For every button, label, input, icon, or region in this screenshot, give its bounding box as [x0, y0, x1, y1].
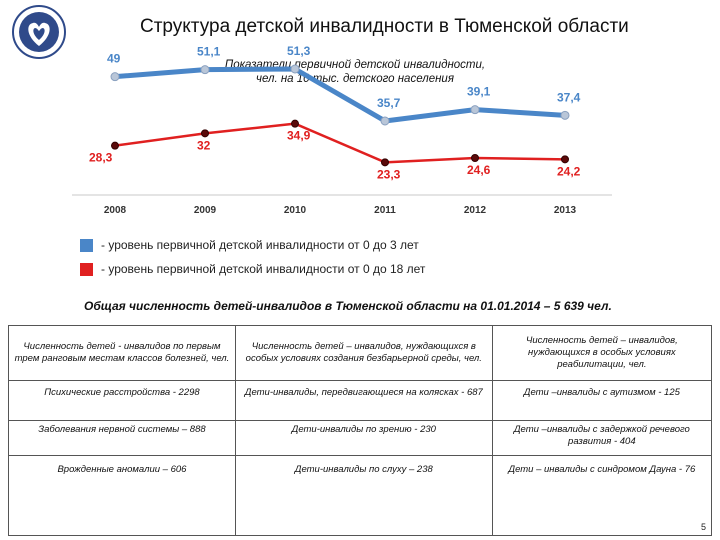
legend-label: - уровень первичной детской инвалидности… [101, 262, 426, 276]
organization-logo-icon [12, 5, 66, 59]
legend-swatch [80, 262, 93, 276]
table-header-cell: Численность детей – инвалидов, нуждающих… [234, 325, 493, 381]
data-label: 39,1 [467, 85, 491, 99]
legend-label: - уровень первичной детской инвалидности… [101, 238, 419, 252]
page-title: Структура детской инвалидности в Тюменск… [140, 16, 629, 37]
data-point [111, 141, 119, 150]
data-label: 49 [107, 52, 121, 66]
total-count-line: Общая численность детей-инвалидов в Тюме… [84, 299, 612, 313]
table-row: Врожденные аномалии – 606 Дети-инвалиды … [8, 455, 713, 536]
series-line [114, 122, 566, 164]
table-cell: Дети – инвалиды с синдромом Дауна - 76 [491, 455, 713, 536]
page-number: 5 [700, 522, 706, 532]
data-label: 35,7 [377, 96, 401, 110]
x-tick-label: 2011 [374, 205, 396, 216]
data-point [110, 72, 120, 82]
data-point [381, 158, 389, 167]
data-point [200, 65, 210, 75]
data-label: 24,6 [467, 163, 491, 177]
table-cell: Дети-инвалиды, передвигающиеся на коляск… [234, 380, 493, 421]
table-cell: Дети-инвалиды по слуху – 238 [234, 455, 493, 536]
table-cell: Дети-инвалиды по зрению - 230 [234, 420, 493, 456]
legend-item-series-2: - уровень первичной детской инвалидности… [80, 262, 425, 276]
table-cell: Психические расстройства - 2298 [8, 380, 236, 421]
table-cell: Дети –инвалиды с аутизмом - 125 [491, 380, 713, 421]
data-label: 32 [197, 138, 211, 152]
disability-table: Численность детей - инвалидов по первым … [8, 325, 713, 536]
x-tick-label: 2009 [194, 205, 217, 216]
table-cell: Врожденные аномалии – 606 [8, 455, 236, 536]
x-tick-label: 2013 [554, 205, 577, 216]
data-point [560, 110, 570, 120]
x-tick-label: 2010 [284, 205, 307, 216]
x-tick-label: 2012 [464, 205, 487, 216]
data-point [291, 119, 299, 128]
table-row: Психические расстройства - 2298 Дети-инв… [8, 380, 713, 421]
data-point [471, 154, 479, 162]
table-header-cell: Численность детей - инвалидов по первым … [8, 325, 236, 381]
line-chart: 2008 2009 2010 2011 2012 2013 49 51,1 51,3 35,7 39… [72, 44, 612, 216]
data-point [561, 155, 569, 164]
data-point [201, 129, 209, 138]
legend-swatch [80, 238, 93, 252]
legend-item-series-1: - уровень первичной детской инвалидности… [80, 238, 419, 252]
data-label: 51,3 [287, 44, 311, 58]
data-label: 23,3 [377, 167, 401, 181]
data-label: 24,2 [557, 164, 581, 178]
data-point [290, 64, 300, 74]
data-label: 28,3 [89, 151, 113, 165]
table-header-cell: Численность детей – инвалидов, нуждающих… [491, 325, 713, 381]
data-label: 37,4 [557, 90, 581, 104]
data-point [470, 105, 480, 115]
data-label: 51,1 [197, 45, 221, 59]
table-header-row: Численность детей - инвалидов по первым … [8, 325, 713, 381]
data-label: 34,9 [287, 129, 311, 143]
table-cell: Дети –инвалиды с задержкой речевого разв… [491, 420, 713, 456]
x-tick-label: 2008 [104, 205, 127, 216]
data-point [380, 116, 390, 126]
table-row: Заболевания нервной системы – 888 Дети-и… [8, 420, 713, 456]
table-cell: Заболевания нервной системы – 888 [8, 420, 236, 456]
series-line [114, 66, 566, 124]
